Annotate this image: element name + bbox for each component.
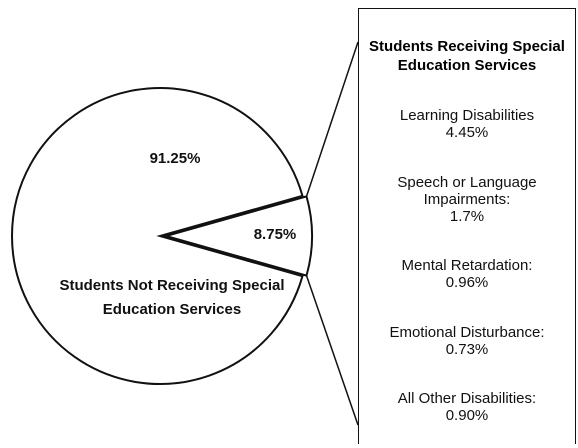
breakdown-category: Mental Retardation: <box>401 257 533 275</box>
breakdown-title: Students Receiving Special Education Ser… <box>369 38 565 74</box>
breakdown-value: 1.7% <box>449 207 485 225</box>
breakdown-item: All Other Disabilities: 0.90% <box>382 390 552 424</box>
breakdown-value: 0.96% <box>445 274 489 292</box>
connector <box>305 275 359 426</box>
breakdown-value: 4.45% <box>445 124 489 142</box>
pie-slice <box>162 195 313 277</box>
slice-label: 91.25% <box>149 150 201 167</box>
connector <box>305 41 359 197</box>
breakdown-item: Learning Disabilities 4.45% <box>382 107 552 141</box>
breakdown-category: Speech or Language Impairments: <box>397 173 537 208</box>
breakdown-category: Learning Disabilities <box>399 107 535 125</box>
breakdown-item: Speech or Language Impairments: 1.7% <box>382 174 552 225</box>
breakdown-value: 0.73% <box>445 340 489 358</box>
breakdown-item: Emotional Disturbance: 0.73% <box>382 324 552 358</box>
breakdown-value: 0.90% <box>445 406 489 424</box>
breakdown-box: Students Receiving Special Education Ser… <box>358 8 576 444</box>
breakdown-category: All Other Disabilities: <box>397 389 537 407</box>
breakdown-item: Mental Retardation: 0.96% <box>382 257 552 291</box>
pie-slice <box>11 87 304 385</box>
breakdown-category: Emotional Disturbance: <box>389 323 545 341</box>
slice-category: Students Not Receiving Special Education… <box>59 277 285 318</box>
slice-label: 8.75% <box>253 226 297 243</box>
